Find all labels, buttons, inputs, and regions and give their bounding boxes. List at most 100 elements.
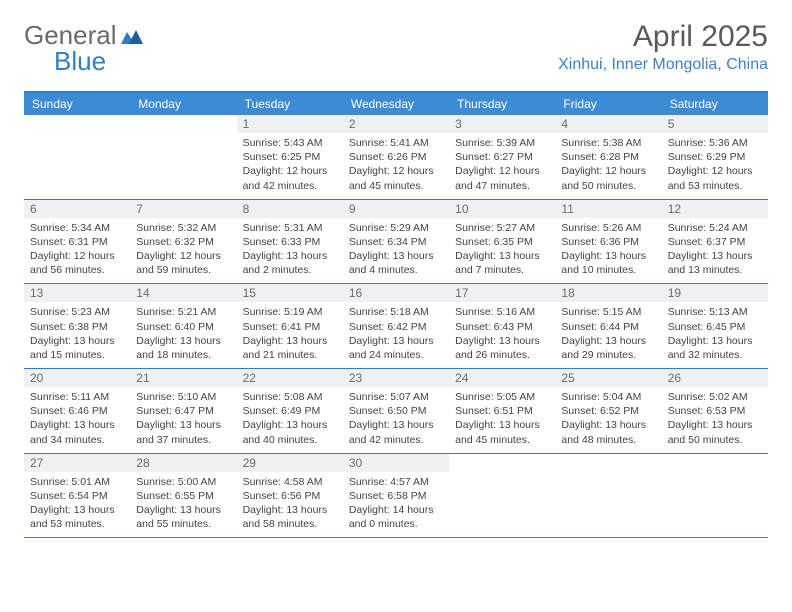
daylight-line: Daylight: 12 hours and 45 minutes. xyxy=(349,164,443,192)
day-cell: 16Sunrise: 5:18 AMSunset: 6:42 PMDayligh… xyxy=(343,284,449,368)
brand-part2: Blue xyxy=(54,46,106,76)
day-number: 5 xyxy=(662,115,768,133)
day-number: 10 xyxy=(449,200,555,218)
day-number: 26 xyxy=(662,369,768,387)
day-cell xyxy=(130,115,236,199)
sunset-line: Sunset: 6:32 PM xyxy=(136,235,230,249)
day-cell: 9Sunrise: 5:29 AMSunset: 6:34 PMDaylight… xyxy=(343,200,449,284)
weekday-header: Sunday xyxy=(24,93,130,115)
day-number xyxy=(130,115,236,119)
sunrise-line: Sunrise: 5:07 AM xyxy=(349,390,443,404)
sunset-line: Sunset: 6:50 PM xyxy=(349,404,443,418)
daylight-line: Daylight: 13 hours and 55 minutes. xyxy=(136,503,230,531)
daylight-line: Daylight: 12 hours and 53 minutes. xyxy=(668,164,762,192)
week-row: 1Sunrise: 5:43 AMSunset: 6:25 PMDaylight… xyxy=(24,115,768,200)
daylight-line: Daylight: 14 hours and 0 minutes. xyxy=(349,503,443,531)
sunset-line: Sunset: 6:56 PM xyxy=(243,489,337,503)
daylight-line: Daylight: 13 hours and 37 minutes. xyxy=(136,418,230,446)
sunset-line: Sunset: 6:31 PM xyxy=(30,235,124,249)
day-cell: 14Sunrise: 5:21 AMSunset: 6:40 PMDayligh… xyxy=(130,284,236,368)
day-cell xyxy=(662,454,768,538)
calendar-grid: SundayMondayTuesdayWednesdayThursdayFrid… xyxy=(24,91,768,538)
day-number: 12 xyxy=(662,200,768,218)
day-cell: 12Sunrise: 5:24 AMSunset: 6:37 PMDayligh… xyxy=(662,200,768,284)
day-cell: 1Sunrise: 5:43 AMSunset: 6:25 PMDaylight… xyxy=(237,115,343,199)
sunset-line: Sunset: 6:43 PM xyxy=(455,320,549,334)
sunrise-line: Sunrise: 5:01 AM xyxy=(30,475,124,489)
brand-mark-icon xyxy=(121,20,143,51)
daylight-line: Daylight: 13 hours and 32 minutes. xyxy=(668,334,762,362)
sunrise-line: Sunrise: 5:32 AM xyxy=(136,221,230,235)
sunset-line: Sunset: 6:36 PM xyxy=(561,235,655,249)
day-number: 11 xyxy=(555,200,661,218)
day-number: 15 xyxy=(237,284,343,302)
sunset-line: Sunset: 6:27 PM xyxy=(455,150,549,164)
day-cell: 30Sunrise: 4:57 AMSunset: 6:58 PMDayligh… xyxy=(343,454,449,538)
day-cell: 27Sunrise: 5:01 AMSunset: 6:54 PMDayligh… xyxy=(24,454,130,538)
day-cell: 26Sunrise: 5:02 AMSunset: 6:53 PMDayligh… xyxy=(662,369,768,453)
location-label: Xinhui, Inner Mongolia, China xyxy=(558,56,768,74)
sunrise-line: Sunrise: 5:23 AM xyxy=(30,305,124,319)
day-cell: 5Sunrise: 5:36 AMSunset: 6:29 PMDaylight… xyxy=(662,115,768,199)
sunrise-line: Sunrise: 5:21 AM xyxy=(136,305,230,319)
daylight-line: Daylight: 13 hours and 13 minutes. xyxy=(668,249,762,277)
daylight-line: Daylight: 13 hours and 26 minutes. xyxy=(455,334,549,362)
sunset-line: Sunset: 6:38 PM xyxy=(30,320,124,334)
day-number: 13 xyxy=(24,284,130,302)
day-number xyxy=(555,454,661,458)
sunrise-line: Sunrise: 5:10 AM xyxy=(136,390,230,404)
day-cell: 7Sunrise: 5:32 AMSunset: 6:32 PMDaylight… xyxy=(130,200,236,284)
sunset-line: Sunset: 6:45 PM xyxy=(668,320,762,334)
day-number: 18 xyxy=(555,284,661,302)
sunrise-line: Sunrise: 5:24 AM xyxy=(668,221,762,235)
day-cell xyxy=(555,454,661,538)
day-cell: 29Sunrise: 4:58 AMSunset: 6:56 PMDayligh… xyxy=(237,454,343,538)
day-cell: 2Sunrise: 5:41 AMSunset: 6:26 PMDaylight… xyxy=(343,115,449,199)
day-cell xyxy=(24,115,130,199)
day-number: 16 xyxy=(343,284,449,302)
sunrise-line: Sunrise: 5:41 AM xyxy=(349,136,443,150)
weekday-header: Saturday xyxy=(662,93,768,115)
sunset-line: Sunset: 6:54 PM xyxy=(30,489,124,503)
day-number: 29 xyxy=(237,454,343,472)
day-number: 7 xyxy=(130,200,236,218)
daylight-line: Daylight: 13 hours and 53 minutes. xyxy=(30,503,124,531)
sunrise-line: Sunrise: 5:18 AM xyxy=(349,305,443,319)
sunrise-line: Sunrise: 5:34 AM xyxy=(30,221,124,235)
sunset-line: Sunset: 6:42 PM xyxy=(349,320,443,334)
daylight-line: Daylight: 13 hours and 4 minutes. xyxy=(349,249,443,277)
day-cell: 20Sunrise: 5:11 AMSunset: 6:46 PMDayligh… xyxy=(24,369,130,453)
sunset-line: Sunset: 6:52 PM xyxy=(561,404,655,418)
day-cell xyxy=(449,454,555,538)
sunrise-line: Sunrise: 5:29 AM xyxy=(349,221,443,235)
sunrise-line: Sunrise: 5:27 AM xyxy=(455,221,549,235)
day-cell: 6Sunrise: 5:34 AMSunset: 6:31 PMDaylight… xyxy=(24,200,130,284)
day-number: 24 xyxy=(449,369,555,387)
sunrise-line: Sunrise: 4:58 AM xyxy=(243,475,337,489)
day-number: 1 xyxy=(237,115,343,133)
week-row: 13 Sunrise: 5:23 AMSunset: 6:38 PM Dayligh… xyxy=(24,284,768,369)
day-number: 14 xyxy=(130,284,236,302)
sunrise-line: Sunrise: 5:39 AM xyxy=(455,136,549,150)
daylight-line: Daylight: 12 hours and 50 minutes. xyxy=(561,164,655,192)
day-cell: 13Sunrise: 5:23 AMSunset: 6:38 PMDayligh… xyxy=(24,284,130,368)
sunrise-line: Sunrise: 5:05 AM xyxy=(455,390,549,404)
day-number: 20 xyxy=(24,369,130,387)
sunset-line: Sunset: 6:44 PM xyxy=(561,320,655,334)
sunset-line: Sunset: 6:58 PM xyxy=(349,489,443,503)
day-cell: 8Sunrise: 5:31 AMSunset: 6:33 PMDaylight… xyxy=(237,200,343,284)
sunset-line: Sunset: 6:26 PM xyxy=(349,150,443,164)
daylight-line: Daylight: 13 hours and 40 minutes. xyxy=(243,418,337,446)
day-cell: 23Sunrise: 5:07 AMSunset: 6:50 PMDayligh… xyxy=(343,369,449,453)
day-cell: 17Sunrise: 5:16 AMSunset: 6:43 PMDayligh… xyxy=(449,284,555,368)
daylight-line: Daylight: 13 hours and 50 minutes. xyxy=(668,418,762,446)
weekday-header: Friday xyxy=(555,93,661,115)
day-number: 8 xyxy=(237,200,343,218)
day-number: 4 xyxy=(555,115,661,133)
sunrise-line: Sunrise: 5:43 AM xyxy=(243,136,337,150)
sunrise-line: Sunrise: 5:26 AM xyxy=(561,221,655,235)
sunrise-line: Sunrise: 5:13 AM xyxy=(668,305,762,319)
sunset-line: Sunset: 6:55 PM xyxy=(136,489,230,503)
sunset-line: Sunset: 6:47 PM xyxy=(136,404,230,418)
sunrise-line: Sunrise: 5:16 AM xyxy=(455,305,549,319)
